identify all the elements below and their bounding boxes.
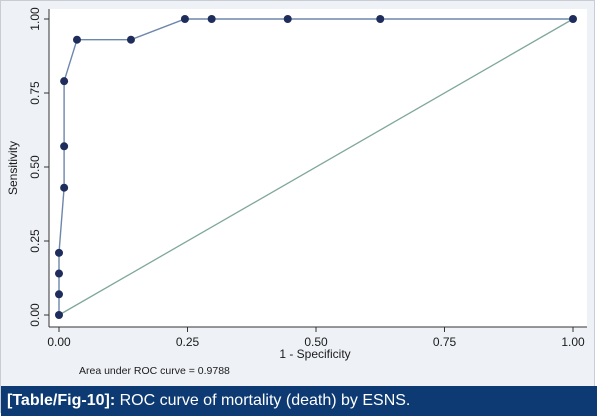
y-tick-label: 0.50 [28,155,42,179]
x-tick-label: 0.50 [304,335,328,349]
roc-point [180,15,189,23]
y-tick-label: 1.00 [28,7,42,31]
roc-point [376,15,385,23]
roc-point [283,15,292,23]
roc-point [60,142,69,151]
roc-point [60,183,69,192]
x-tick-label: 0.00 [47,335,71,349]
series-layer [55,15,577,319]
y-tick-label: 0.25 [28,229,42,253]
x-axis-title: 1 - Specificity [279,347,350,361]
figure-caption: [Table/Fig-10]: ROC curve of mortality (… [1,386,597,416]
roc-point [72,35,81,44]
caption-text: ROC curve of mortality (death) by ESNS. [115,392,411,409]
x-tick-label: 0.75 [433,335,457,349]
y-axis-title: Sensitivity [6,141,20,195]
auc-annotation: Area under ROC curve = 0.9788 [79,365,230,377]
roc-point [207,15,216,23]
x-tick-label: 1.00 [561,335,585,349]
roc-point [60,77,69,86]
roc-chart: 0.00 0.25 0.50 0.75 1.00 0.00 0.25 0.50 0.75 1.0… [6,7,587,377]
roc-point [55,311,63,319]
y-axis-ticks: 0.00 0.25 0.50 0.75 1.00 [28,7,49,327]
x-axis-ticks: 0.00 0.25 0.50 0.75 1.00 [47,327,585,349]
roc-point [569,15,577,23]
y-tick-label: 0.75 [28,81,42,105]
roc-point [55,269,63,278]
caption-label: [Table/Fig-10]: [7,392,116,409]
roc-point [126,35,135,44]
roc-point [55,290,63,299]
reference-line [58,18,574,316]
y-tick-label: 0.00 [28,303,42,327]
roc-point [55,248,63,257]
x-tick-label: 0.25 [176,335,200,349]
